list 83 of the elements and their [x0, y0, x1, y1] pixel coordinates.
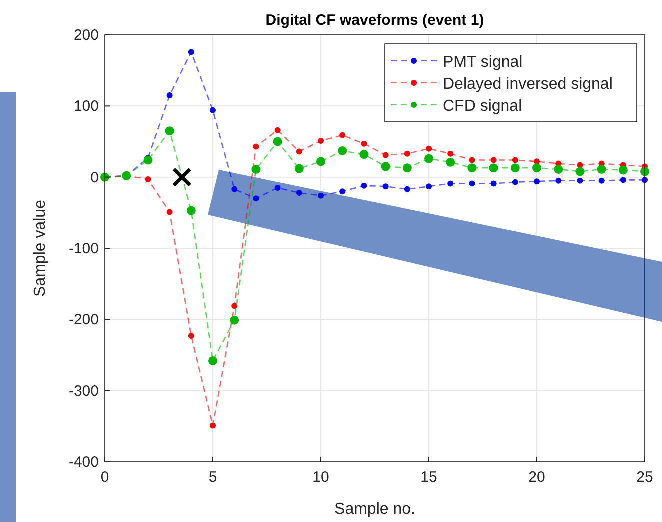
point: [402, 164, 412, 173]
point: [618, 166, 628, 175]
chart-title: Digital CF waveforms (event 1): [266, 12, 484, 29]
y-tick-label: -300: [68, 382, 99, 400]
x-tick-label: 0: [100, 469, 110, 486]
point: [253, 196, 260, 202]
point: [188, 49, 194, 56]
point: [577, 178, 584, 184]
point: [598, 178, 605, 184]
y-tick-label: -100: [68, 240, 99, 258]
point: [296, 148, 302, 155]
x-tick-label: 25: [636, 469, 654, 486]
point: [510, 164, 520, 173]
point: [468, 164, 477, 173]
point: [273, 137, 282, 146]
point: [210, 107, 216, 114]
point: [490, 157, 497, 164]
y-tick-label: -400: [68, 454, 99, 471]
point: [532, 164, 542, 173]
x-axis-title: Sample no.: [334, 501, 416, 518]
point: [274, 127, 281, 134]
point: [576, 167, 585, 176]
point: [188, 333, 194, 340]
point: [208, 356, 218, 366]
point: [512, 157, 518, 164]
point: [232, 186, 238, 192]
point: [318, 192, 324, 199]
point: [252, 165, 261, 174]
point: [448, 150, 454, 157]
point: [232, 303, 238, 310]
point: [340, 132, 346, 138]
point: [230, 316, 240, 325]
point: [361, 140, 368, 147]
point: [490, 180, 497, 187]
point: [210, 422, 216, 429]
point: [172, 168, 192, 188]
point: [426, 184, 432, 190]
point: [404, 186, 410, 192]
legend-label: PMT signal: [443, 54, 523, 71]
x-tick-label: 15: [420, 469, 438, 486]
point: [274, 185, 281, 192]
point: [469, 157, 476, 164]
point: [556, 178, 562, 184]
point: [382, 184, 389, 190]
point: [165, 126, 174, 136]
point: [381, 162, 390, 172]
legend-label: CFD signal: [443, 98, 522, 115]
point: [489, 164, 498, 173]
point: [446, 158, 456, 167]
point: [620, 177, 626, 184]
y-axis-title: Sample value: [32, 200, 49, 297]
y-tick-label: 0: [90, 169, 99, 186]
x-tick-label: 10: [312, 469, 330, 486]
point: [338, 146, 348, 156]
point: [424, 154, 434, 164]
point: [340, 188, 346, 195]
point: [554, 165, 564, 174]
point: [253, 144, 260, 150]
x-tick-label: 20: [528, 469, 546, 486]
point: [426, 146, 432, 152]
y-tick-label: -200: [68, 312, 99, 329]
point: [186, 206, 196, 216]
x-tick-label: 5: [208, 469, 218, 486]
point: [404, 150, 410, 157]
point: [316, 157, 326, 166]
point: [144, 156, 153, 165]
point: [318, 138, 324, 144]
legend-label: Delayed inversed signal: [443, 76, 613, 93]
point: [469, 180, 476, 187]
point: [294, 164, 304, 174]
point: [166, 209, 173, 216]
point: [382, 152, 389, 158]
point: [145, 176, 152, 182]
point: [360, 150, 369, 160]
point: [534, 178, 540, 185]
point: [512, 179, 518, 186]
y-tick-label: 100: [74, 98, 99, 116]
point: [361, 182, 368, 189]
point: [448, 180, 454, 187]
y-tick-label: 200: [74, 27, 99, 44]
point: [597, 165, 606, 174]
point: [166, 92, 173, 98]
point: [296, 190, 302, 196]
